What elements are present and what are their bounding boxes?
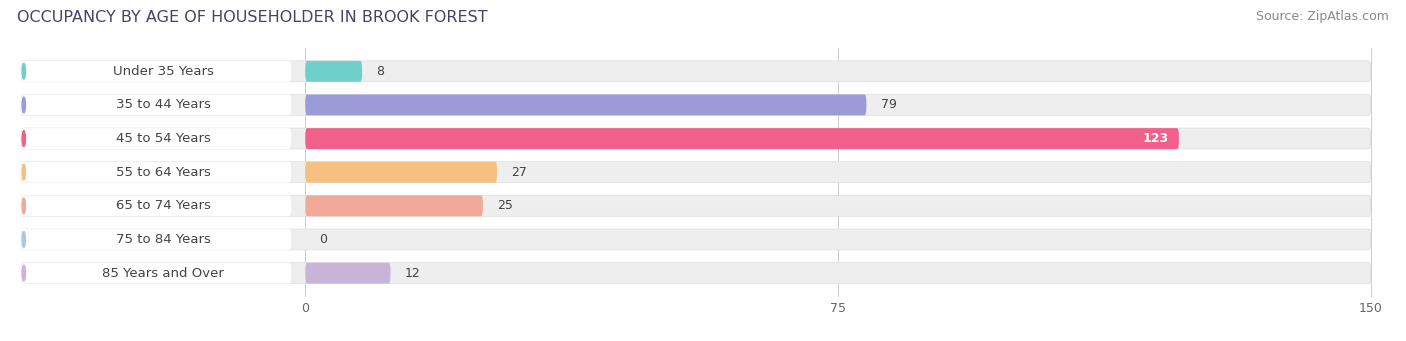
FancyBboxPatch shape — [21, 162, 1371, 183]
FancyBboxPatch shape — [21, 61, 291, 82]
Text: 12: 12 — [405, 267, 420, 280]
FancyBboxPatch shape — [21, 94, 1371, 115]
FancyBboxPatch shape — [305, 195, 482, 216]
Text: 0: 0 — [319, 233, 328, 246]
FancyBboxPatch shape — [21, 128, 1371, 149]
Circle shape — [22, 131, 25, 147]
FancyBboxPatch shape — [21, 195, 1371, 216]
Text: 27: 27 — [512, 166, 527, 179]
Circle shape — [22, 63, 25, 79]
Text: Source: ZipAtlas.com: Source: ZipAtlas.com — [1256, 10, 1389, 23]
FancyBboxPatch shape — [21, 263, 1371, 284]
FancyBboxPatch shape — [305, 128, 1178, 149]
Text: Under 35 Years: Under 35 Years — [112, 65, 214, 78]
Text: 85 Years and Over: 85 Years and Over — [103, 267, 224, 280]
Text: 55 to 64 Years: 55 to 64 Years — [115, 166, 211, 179]
FancyBboxPatch shape — [305, 61, 363, 82]
Text: 79: 79 — [880, 99, 897, 112]
Text: OCCUPANCY BY AGE OF HOUSEHOLDER IN BROOK FOREST: OCCUPANCY BY AGE OF HOUSEHOLDER IN BROOK… — [17, 10, 488, 25]
Circle shape — [22, 265, 25, 281]
Text: 8: 8 — [377, 65, 384, 78]
Circle shape — [22, 198, 25, 214]
Text: 35 to 44 Years: 35 to 44 Years — [115, 99, 211, 112]
Text: 65 to 74 Years: 65 to 74 Years — [115, 199, 211, 212]
FancyBboxPatch shape — [21, 61, 1371, 82]
FancyBboxPatch shape — [21, 195, 291, 216]
FancyBboxPatch shape — [21, 229, 291, 250]
FancyBboxPatch shape — [305, 94, 866, 115]
FancyBboxPatch shape — [21, 128, 291, 149]
Text: 45 to 54 Years: 45 to 54 Years — [115, 132, 211, 145]
FancyBboxPatch shape — [21, 94, 291, 115]
Text: 123: 123 — [1142, 132, 1168, 145]
Circle shape — [22, 164, 25, 180]
Circle shape — [22, 232, 25, 248]
Circle shape — [22, 97, 25, 113]
FancyBboxPatch shape — [21, 263, 291, 284]
FancyBboxPatch shape — [21, 229, 1371, 250]
FancyBboxPatch shape — [305, 263, 391, 284]
FancyBboxPatch shape — [21, 162, 291, 183]
Text: 75 to 84 Years: 75 to 84 Years — [115, 233, 211, 246]
FancyBboxPatch shape — [305, 162, 498, 183]
Text: 25: 25 — [498, 199, 513, 212]
